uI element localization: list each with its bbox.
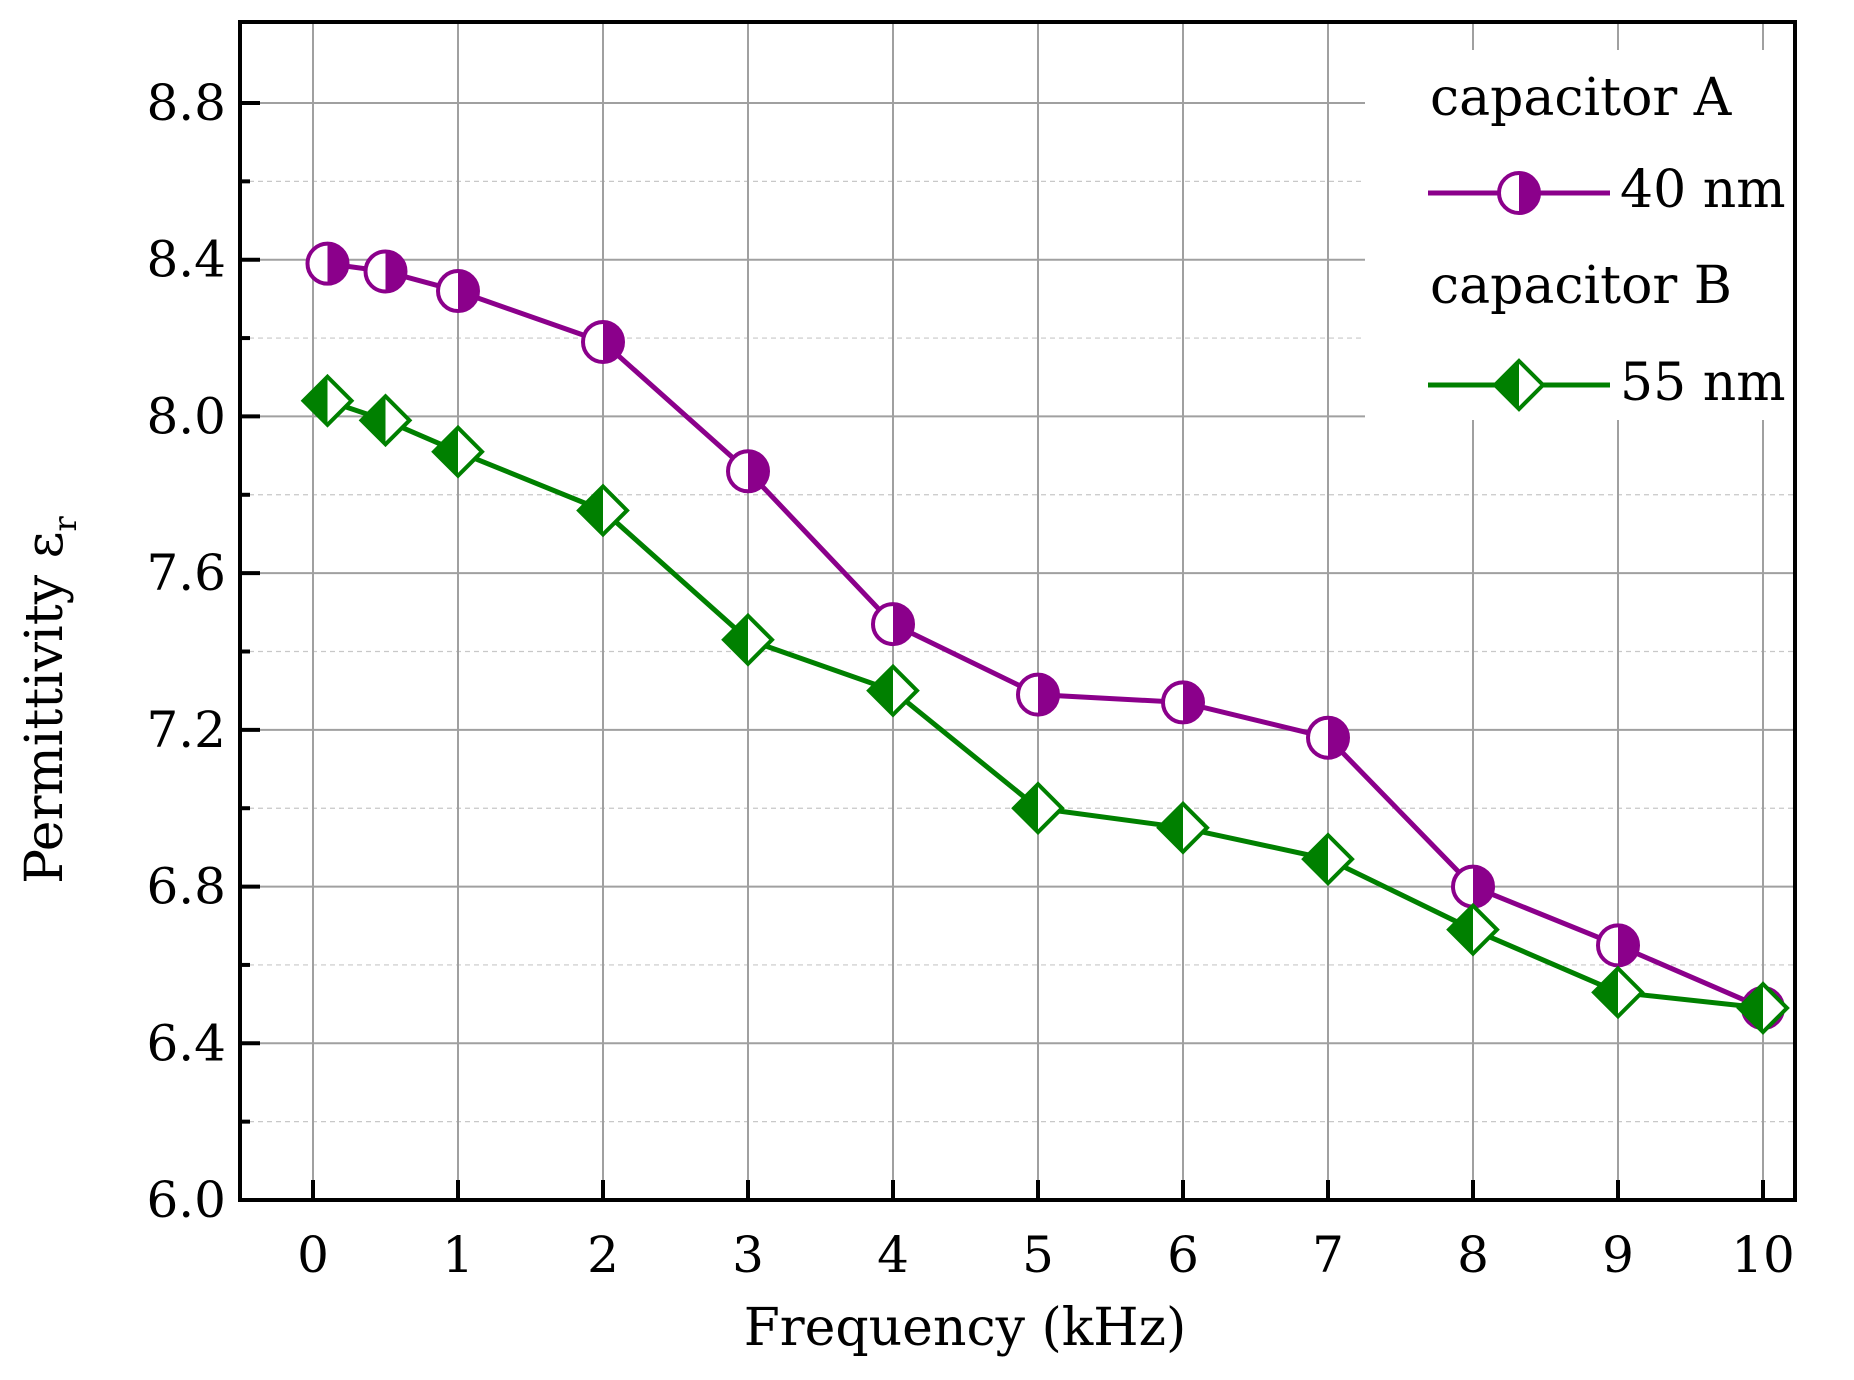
marker-diamond-half-fill [1304, 835, 1328, 884]
data-point [1736, 981, 1790, 1035]
data-point [1306, 715, 1350, 760]
y-tick-label: 6.0 [146, 1171, 226, 1229]
x-tick-label: 1 [442, 1226, 474, 1284]
x-tick-label: 2 [587, 1226, 619, 1284]
marker-diamond-half-fill [1014, 784, 1038, 833]
data-point [300, 373, 355, 428]
data-point [1011, 781, 1065, 836]
y-tick-labels: 6.0 6.4 6.8 7.2 7.6 8.0 8.4 8.8 [146, 74, 226, 1229]
marker-circle-half-fill [327, 243, 348, 284]
data-point [1161, 680, 1205, 725]
x-tick-label: 9 [1602, 1226, 1634, 1284]
marker-circle-half-fill [1038, 674, 1058, 715]
x-axis-title: Frequency (kHz) [744, 1298, 1187, 1358]
x-tick-label: 7 [1312, 1226, 1344, 1284]
legend-series-label-b: 55 nm [1620, 353, 1786, 413]
data-point [726, 449, 770, 494]
marker-diamond-half-fill [303, 376, 328, 425]
legend-marker [1497, 171, 1541, 215]
y-tick-label: 6.4 [146, 1014, 226, 1072]
y-tick-label: 7.6 [146, 544, 226, 602]
data-point [1156, 800, 1210, 855]
data-point [358, 393, 413, 448]
legend: capacitor A 40 nm capacitor B 55 nm [1428, 68, 1786, 413]
marker-diamond-half-fill [1495, 361, 1519, 409]
series-capacitor-a [305, 241, 1785, 1031]
y-tick-label: 6.8 [146, 858, 226, 916]
data-point [1451, 864, 1495, 909]
y-tick-label: 7.2 [146, 701, 226, 759]
data-point [431, 424, 485, 479]
legend-group-label-a: capacitor A [1430, 68, 1733, 128]
data-point [576, 483, 630, 538]
legend-background [1365, 50, 1793, 420]
marker-diamond-half-fill [724, 615, 748, 664]
data-point [866, 663, 920, 718]
marker-circle-half-fill [893, 604, 913, 645]
plot-frame [238, 20, 1797, 1202]
x-tick-label: 8 [1457, 1226, 1489, 1284]
marker-diamond-half-fill [1159, 803, 1183, 852]
marker-diamond-half-fill [579, 486, 603, 535]
y-tick-label: 8.4 [146, 231, 226, 289]
data-point [305, 241, 350, 286]
y-axis-title: Permittivity εr [15, 515, 84, 883]
marker-diamond-half-fill [434, 427, 458, 476]
y-tick-label: 8.0 [146, 387, 226, 445]
data-point [363, 249, 408, 294]
marker-circle-half-fill [458, 271, 478, 312]
data-point [1591, 965, 1645, 1020]
marker-diamond-half-fill [1594, 968, 1618, 1017]
x-tick-label: 4 [877, 1226, 909, 1284]
marker-circle-half-fill [1618, 925, 1638, 966]
y-axis-title-main: Permittivity ε [15, 531, 75, 883]
data-point [1301, 832, 1355, 886]
data-point [1596, 923, 1640, 968]
data-point [871, 602, 915, 647]
legend-series-label-a: 40 nm [1620, 160, 1786, 220]
marker-circle-half-fill [748, 451, 768, 492]
marker-circle-half-fill [603, 321, 623, 362]
marker-circle-half-fill [1183, 682, 1203, 723]
y-axis-title-group: Permittivity εr [15, 515, 84, 883]
data-point [1016, 672, 1060, 717]
marker-circle-half-fill [385, 251, 406, 292]
marker-circle-half-fill [1519, 173, 1539, 213]
legend-group-label-b: capacitor B [1430, 256, 1732, 316]
data-point [721, 612, 775, 667]
legend-box [1365, 50, 1793, 420]
data-point [436, 269, 480, 314]
data-point [581, 319, 625, 364]
x-tick-label: 6 [1167, 1226, 1199, 1284]
data-point [1446, 902, 1500, 957]
x-tick-labels: 0 1 2 3 4 5 6 7 8 9 10 [297, 1226, 1795, 1284]
y-axis-title-subscript: r [46, 515, 84, 531]
legend-swatches [1428, 171, 1610, 412]
x-tick-label: 3 [732, 1226, 764, 1284]
marker-diamond-half-fill [1449, 905, 1473, 954]
marker-circle-half-fill [1328, 717, 1348, 758]
marker-circle-half-fill [1473, 866, 1493, 907]
marker-diamond-half-fill [361, 396, 386, 445]
data-series [300, 241, 1790, 1035]
x-tick-label: 10 [1731, 1226, 1795, 1284]
marker-diamond-half-fill [1739, 984, 1763, 1033]
marker-diamond-half-fill [869, 666, 893, 715]
y-tick-label: 8.8 [146, 74, 226, 132]
x-tick-label: 5 [1022, 1226, 1054, 1284]
series-capacitor-b [300, 373, 1790, 1035]
axis-ticks [240, 101, 1765, 1202]
x-tick-label: 0 [297, 1226, 329, 1284]
legend-marker [1492, 358, 1546, 412]
